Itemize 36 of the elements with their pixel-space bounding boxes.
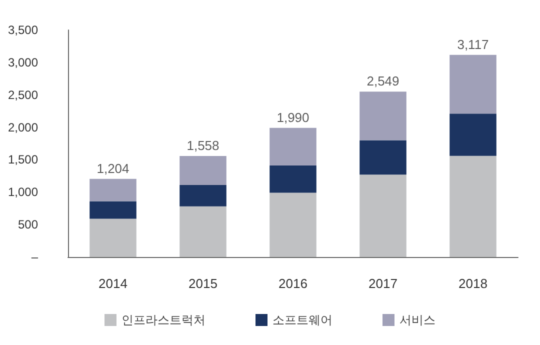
y-tick-label: – <box>31 250 38 264</box>
bar <box>90 201 136 219</box>
bar <box>360 174 406 257</box>
total-label: 1,558 <box>186 138 220 153</box>
bar <box>270 192 316 257</box>
bar <box>90 218 136 257</box>
y-tick-label: 500 <box>18 218 38 232</box>
bar <box>360 92 406 140</box>
legend-label: 인프라스트럭처 <box>122 313 206 327</box>
bar <box>90 178 136 202</box>
bar <box>180 156 226 186</box>
total-label: 3,117 <box>457 36 489 52</box>
total-label: 1,204 <box>96 160 130 176</box>
x-tick-label: 2017 <box>368 276 398 291</box>
bar <box>450 54 496 114</box>
y-tick-label: 1,000 <box>8 185 38 200</box>
legend-label: 소프트웨어 <box>272 313 332 327</box>
bar <box>270 166 316 193</box>
y-tick-label: 2,500 <box>8 88 38 102</box>
bar <box>180 206 226 257</box>
y-tick-label: 1,500 <box>8 152 38 167</box>
bar <box>360 140 406 175</box>
x-tick-label: 2014 <box>98 276 128 291</box>
x-tick-label: 2018 <box>458 276 488 291</box>
bar <box>450 114 496 156</box>
bar <box>450 156 496 257</box>
bar <box>270 128 316 166</box>
x-tick-label: 2015 <box>188 276 218 291</box>
y-tick-label: 3,500 <box>8 23 38 37</box>
x-tick-label: 2016 <box>278 276 308 291</box>
y-tick-label: 2,000 <box>8 120 38 134</box>
y-tick-label: 3,000 <box>8 55 38 70</box>
total-label: 1,990 <box>276 110 310 125</box>
legend-label: 서비스 <box>400 313 436 327</box>
total-label: 2,549 <box>366 74 400 89</box>
bar <box>180 185 226 206</box>
